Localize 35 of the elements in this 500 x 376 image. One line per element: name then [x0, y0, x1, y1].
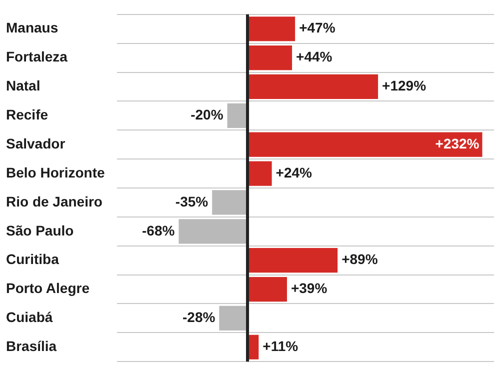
y-tick-label: Brasília: [6, 338, 57, 354]
y-tick-label: Rio de Janeiro: [6, 193, 102, 210]
y-tick-label: Natal: [6, 78, 40, 94]
bar: [212, 190, 248, 215]
data-label: +24%: [276, 164, 313, 180]
y-tick-label: Curitiba: [6, 251, 60, 268]
data-label: -20%: [190, 106, 224, 123]
bar: [248, 248, 338, 273]
y-tick-label: Cuiabá: [6, 309, 53, 326]
y-tick-label: Manaus: [6, 20, 58, 36]
data-label: +232%: [435, 135, 480, 152]
bar: [248, 132, 482, 157]
y-tick-label: Porto Alegre: [6, 280, 90, 296]
data-label: +89%: [342, 251, 378, 268]
y-tick-label: Belo Horizonte: [6, 164, 105, 180]
data-label: +47%: [299, 20, 336, 36]
data-label: -35%: [175, 193, 209, 210]
data-label: -28%: [182, 309, 216, 326]
bar: [178, 219, 248, 244]
data-label: +44%: [296, 48, 333, 65]
data-label: -68%: [142, 222, 176, 238]
bar: [248, 276, 287, 302]
y-tick-label: São Paulo: [6, 222, 74, 238]
bar: [219, 306, 248, 330]
data-label: +11%: [262, 338, 299, 354]
bar: [248, 74, 378, 100]
bar: [248, 161, 272, 186]
data-label: +129%: [382, 78, 427, 94]
bar: [248, 16, 296, 42]
bar: [248, 46, 292, 70]
bar: [227, 103, 248, 128]
y-tick-label: Recife: [6, 106, 48, 123]
data-label: +39%: [290, 280, 328, 296]
y-tick-label: Fortaleza: [6, 48, 68, 65]
y-tick-label: Salvador: [6, 135, 66, 152]
